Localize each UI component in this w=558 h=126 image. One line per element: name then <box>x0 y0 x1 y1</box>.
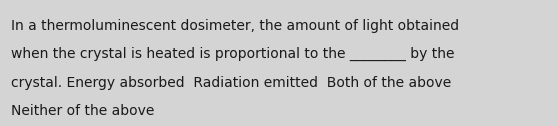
Text: In a thermoluminescent dosimeter, the amount of light obtained: In a thermoluminescent dosimeter, the am… <box>11 19 459 33</box>
Text: Neither of the above: Neither of the above <box>11 104 155 118</box>
Text: crystal. Energy absorbed  Radiation emitted  Both of the above: crystal. Energy absorbed Radiation emitt… <box>11 76 451 90</box>
Text: when the crystal is heated is proportional to the ________ by the: when the crystal is heated is proportion… <box>11 47 455 61</box>
